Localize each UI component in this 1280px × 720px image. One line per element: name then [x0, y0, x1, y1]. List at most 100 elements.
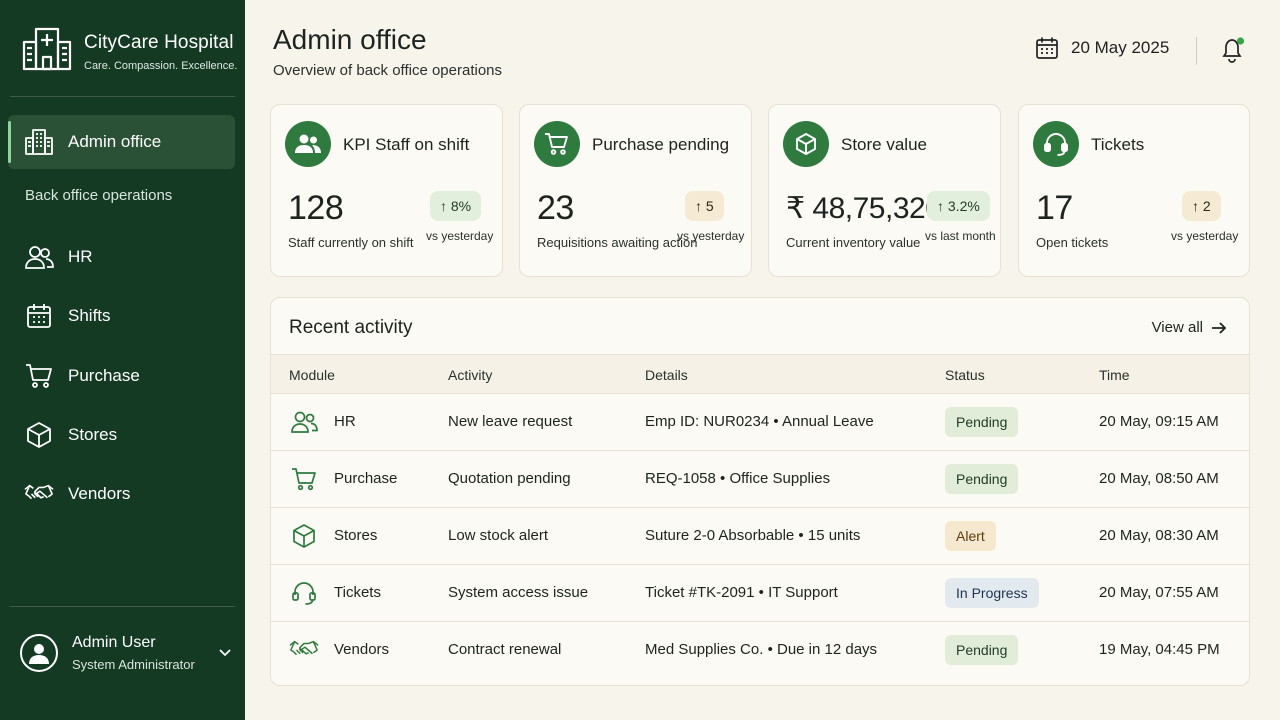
- sidebar-item-purchase[interactable]: Purchase: [8, 354, 235, 398]
- sidebar-item-label: Stores: [68, 425, 118, 444]
- module-name: Tickets: [334, 584, 381, 601]
- activity-text: System access issue: [448, 584, 589, 601]
- status-badge: In Progress: [945, 578, 1039, 608]
- chevron-down-icon[interactable]: [218, 648, 232, 658]
- column-header-module[interactable]: Module: [289, 367, 335, 383]
- cart-icon: [289, 465, 319, 493]
- view-all-link[interactable]: View all: [1152, 319, 1227, 336]
- notification-dot: [1236, 37, 1245, 45]
- sidebar-item-label: Purchase: [68, 366, 140, 385]
- handshake-icon: [289, 636, 319, 664]
- kpi-title: Purchase pending: [592, 135, 730, 154]
- sidebar-divider: [10, 96, 235, 97]
- panel-title: Recent activity: [289, 317, 413, 338]
- sidebar-divider: [10, 606, 235, 607]
- user-role: System Administrator: [72, 657, 195, 672]
- activity-details: Suture 2-0 Absorbable • 15 units: [645, 527, 861, 544]
- users-icon: [289, 408, 319, 436]
- activity-details: Ticket #TK-2091 • IT Support: [645, 584, 838, 601]
- kpi-value: ₹ 48,75,320: [786, 192, 942, 225]
- column-header-time[interactable]: Time: [1099, 367, 1130, 383]
- kpi-title: Tickets: [1091, 135, 1145, 154]
- user-name: Admin User: [72, 634, 156, 651]
- kpi-delta: ↑ 3.2%: [927, 191, 990, 221]
- sidebar-item-label: Admin office: [68, 132, 162, 151]
- page-title: Admin office: [273, 24, 427, 55]
- status-badge: Pending: [945, 407, 1019, 437]
- activity-details: Med Supplies Co. • Due in 12 days: [645, 641, 878, 658]
- activity-text: Contract renewal: [448, 641, 562, 658]
- table-row[interactable]: Purchase Quotation pending REQ-1058 • Of…: [271, 451, 1249, 508]
- status-badge: Alert: [945, 521, 996, 551]
- building-icon: [24, 127, 54, 157]
- sidebar-item-stores[interactable]: Stores: [8, 413, 235, 457]
- sidebar: CityCare Hospital Care. Compassion. Exce…: [0, 0, 245, 720]
- module-name: Stores: [334, 527, 378, 544]
- status-badge: Pending: [945, 635, 1019, 665]
- box-icon: [24, 420, 54, 450]
- view-all-label: View all: [1151, 319, 1203, 336]
- kpi-card-purchase[interactable]: Purchase pending 23 Requisitions awaitin…: [519, 104, 752, 277]
- users-icon: [285, 121, 331, 167]
- kpi-card-store-value[interactable]: Store value ₹ 48,75,320 Current inventor…: [768, 104, 1001, 277]
- recent-activity-panel: Recent activity View all Module Activity…: [270, 297, 1250, 686]
- kpi-card-staff[interactable]: KPI Staff on shift 128 Staff currently o…: [270, 104, 503, 277]
- activity-details: Emp ID: NUR0234 • Annual Leave: [645, 413, 874, 430]
- current-date: 20 May 2025: [1071, 38, 1170, 57]
- kpi-subtitle: Requisitions awaiting action: [537, 235, 698, 250]
- column-header-details[interactable]: Details: [645, 367, 688, 383]
- headset-icon: [1033, 121, 1079, 167]
- activity-time: 19 May, 04:45 PM: [1099, 641, 1220, 658]
- kpi-title: Store value: [841, 135, 927, 154]
- user-icon: [29, 644, 49, 664]
- headset-icon: [289, 579, 319, 607]
- kpi-card-tickets[interactable]: Tickets 17 Open tickets ↑ 2 vs yesterday: [1018, 104, 1250, 277]
- kpi-value: 23: [537, 189, 574, 227]
- activity-time: 20 May, 08:50 AM: [1099, 470, 1219, 487]
- activity-time: 20 May, 07:55 AM: [1099, 584, 1219, 601]
- table-row[interactable]: Tickets System access issue Ticket #TK-2…: [271, 565, 1249, 622]
- kpi-comparison: vs last month: [925, 229, 996, 243]
- module-name: HR: [334, 413, 356, 430]
- module-name: Purchase: [334, 470, 398, 487]
- activity-details: REQ-1058 • Office Supplies: [645, 470, 831, 487]
- arrow-right-icon: [1212, 321, 1227, 334]
- sidebar-item-label: HR: [68, 247, 93, 266]
- column-header-activity[interactable]: Activity: [448, 367, 493, 383]
- kpi-value: 17: [1036, 189, 1073, 227]
- kpi-subtitle: Staff currently on shift: [288, 235, 414, 250]
- activity-text: Quotation pending: [448, 470, 571, 487]
- kpi-delta: ↑ 2: [1182, 191, 1221, 221]
- calendar-icon: [24, 301, 54, 331]
- sidebar-item-label: Vendors: [68, 484, 131, 503]
- kpi-value: 128: [288, 189, 344, 227]
- sidebar-item-admin-office[interactable]: Admin office: [8, 115, 235, 169]
- avatar: [20, 634, 58, 672]
- column-header-status[interactable]: Status: [945, 367, 985, 383]
- kpi-delta: ↑ 8%: [430, 191, 482, 221]
- activity-time: 20 May, 09:15 AM: [1099, 413, 1219, 430]
- table-row[interactable]: Stores Low stock alert Suture 2-0 Absorb…: [271, 508, 1249, 565]
- nav-section-label: Back office operations: [25, 187, 173, 204]
- table-row[interactable]: HR New leave request Emp ID: NUR0234 • A…: [271, 394, 1249, 451]
- kpi-comparison: vs yesterday: [1171, 229, 1239, 243]
- sidebar-item-label: Shifts: [68, 306, 111, 325]
- handshake-icon: [24, 479, 54, 509]
- kpi-comparison: vs yesterday: [677, 229, 745, 243]
- brand-name: CityCare Hospital: [84, 32, 234, 53]
- sidebar-item-vendors[interactable]: Vendors: [8, 472, 235, 516]
- brand[interactable]: CityCare Hospital Care. Compassion. Exce…: [22, 26, 237, 72]
- table-row[interactable]: Vendors Contract renewal Med Supplies Co…: [271, 622, 1249, 679]
- user-menu[interactable]: Admin User System Administrator: [20, 630, 232, 676]
- header-divider: [1196, 37, 1197, 65]
- calendar-icon: [1036, 37, 1058, 59]
- brand-tagline: Care. Compassion. Excellence.: [84, 60, 238, 72]
- box-icon: [289, 522, 319, 550]
- sidebar-item-hr[interactable]: HR: [8, 235, 235, 279]
- sidebar-item-shifts[interactable]: Shifts: [8, 294, 235, 338]
- date-display[interactable]: 20 May 2025: [1035, 36, 1169, 60]
- status-badge: Pending: [945, 464, 1019, 494]
- activity-time: 20 May, 08:30 AM: [1099, 527, 1219, 544]
- box-icon: [783, 121, 829, 167]
- bell-icon[interactable]: [1220, 36, 1246, 64]
